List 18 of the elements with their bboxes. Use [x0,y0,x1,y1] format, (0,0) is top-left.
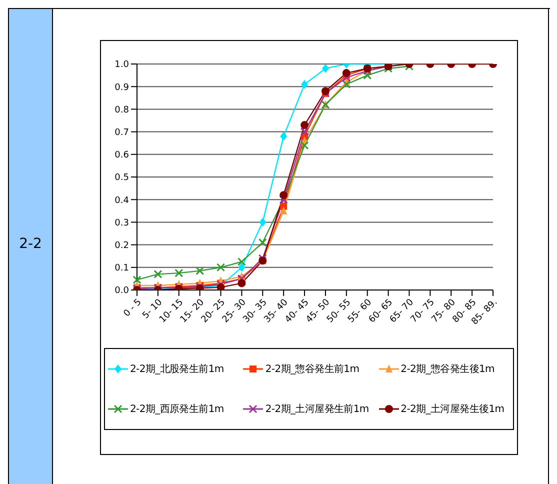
y-tick-label: 0.6 [114,150,130,161]
y-tick-label: 0.5 [114,173,129,184]
legend-label: 2-2期_土河屋発生前1m [265,402,369,416]
y-tick-label: 0.2 [114,240,129,251]
legend-label: 2-2期_西原発生前1m [130,402,224,416]
y-tick-label: 0.4 [114,196,130,206]
y-tick-label: 0.3 [114,218,129,228]
legend-label: 2-2期_惣谷発生後1m [400,362,494,376]
y-tick-label: 1.0 [114,60,130,70]
y-tick-label: 0.1 [114,264,129,274]
y-tick-label: 0.8 [114,105,130,116]
legend-label: 2-2期_惣谷発生前1m [265,362,360,376]
legend-label: 2-2期_土河屋発生後1m [400,402,504,416]
text: 2-2 [18,236,43,252]
y-tick-label: 0.0 [114,286,130,296]
y-tick-label: 0.9 [114,82,130,93]
y-tick-label: 0.7 [114,128,129,138]
legend-label: 2-2期_北股発生前1m [130,362,224,376]
